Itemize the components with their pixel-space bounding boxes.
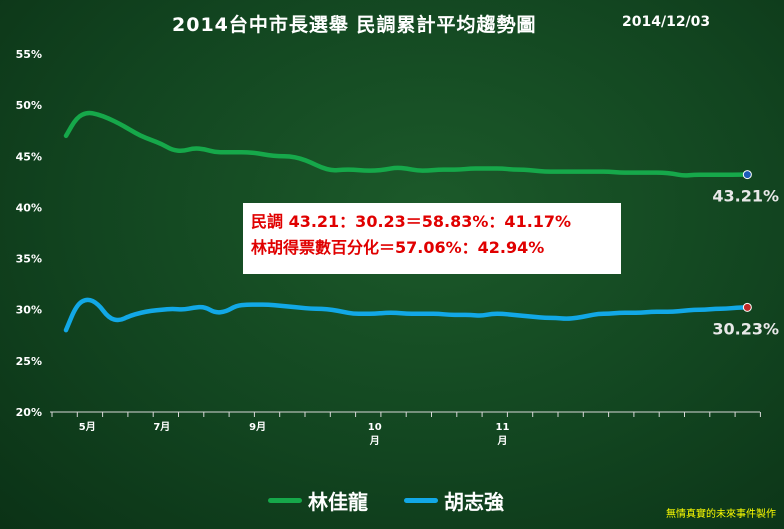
x-tick-label: 11 [496,422,510,433]
credit-text: 無情真實的未來事件製作 [666,509,776,520]
x-tick-label: 9月 [249,421,266,433]
series-end-marker-1 [742,302,752,312]
y-tick-label: 55% [16,48,42,61]
legend-swatch-hu [404,498,438,503]
legend: 林佳龍 胡志強 [268,486,540,515]
x-tick-label: 7月 [153,421,170,433]
legend-label-hu: 胡志強 [444,490,504,514]
y-tick-label: 40% [16,201,42,214]
chart-title: 2014台中市長選舉 民調累計平均趨勢圖 [172,14,537,36]
y-tick-label: 30% [16,304,42,317]
y-tick-label: 35% [16,253,42,266]
y-tick-label: 45% [16,150,42,163]
y-tick-label: 50% [16,99,42,112]
legend-item-lin: 林佳龍 [268,486,368,515]
x-tick-label: 月 [369,435,380,447]
legend-swatch-lin [268,498,302,503]
chart-subtitle-date: 2014/12/03 [622,14,711,30]
y-tick-label: 25% [16,355,42,368]
series-end-label-1: 30.23% [712,319,779,338]
x-tick-label: 10 [368,422,382,433]
series-end-label-0: 43.21% [712,187,779,206]
annotation-box: 民調 43.21：30.23＝58.83%：41.17% 林胡得票數百分化＝57… [243,203,621,274]
y-tick-label: 20% [16,406,42,419]
x-tick-label: 月 [496,435,507,447]
series-line-1 [63,297,750,333]
series-end-marker-0 [742,170,752,180]
legend-item-hu: 胡志強 [404,486,504,515]
legend-label-lin: 林佳龍 [308,490,368,514]
x-tick-label: 5月 [79,421,96,433]
series-line-0 [63,110,750,178]
annotation-vote-share: 林胡得票數百分化＝57.06%：42.94% [251,238,545,257]
annotation-poll-ratio: 民調 43.21：30.23＝58.83%：41.17% [251,212,572,231]
